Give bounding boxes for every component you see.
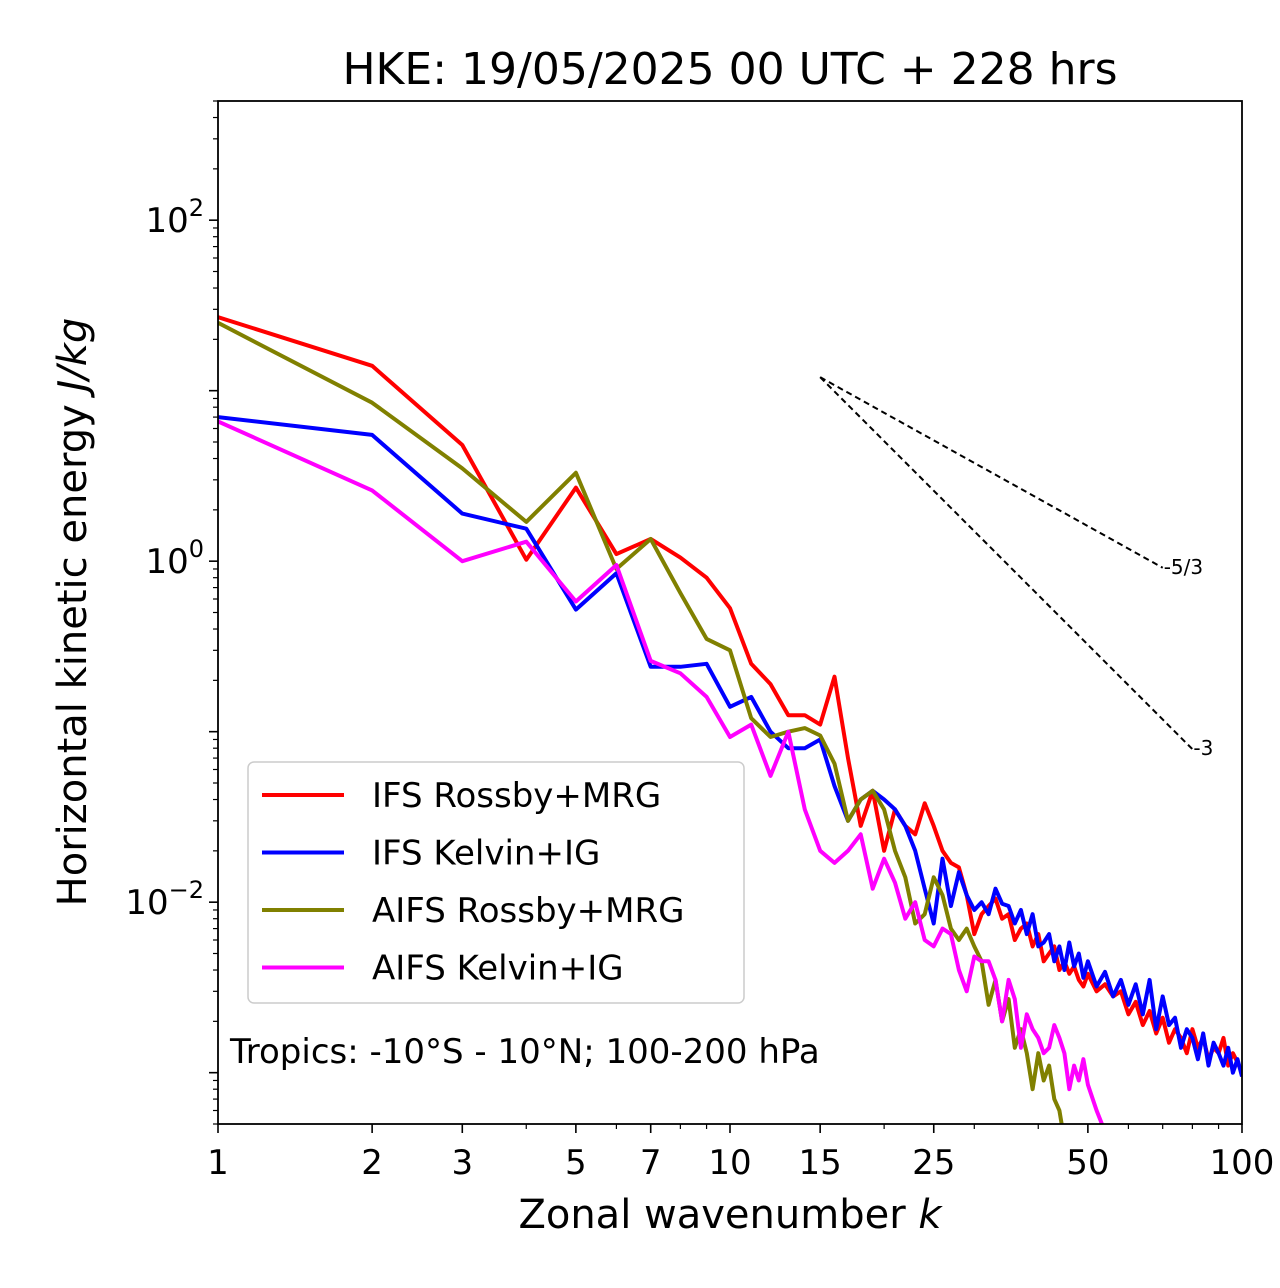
y-axis-label: Horizontal kinetic energy J/kg (50, 318, 96, 907)
region-annotation: Tropics: -10°S - 10°N; 100-200 hPa (229, 1032, 820, 1072)
x-tick-label: 5 (565, 1143, 587, 1183)
series-lines (218, 315, 1242, 1124)
x-tick-label: 50 (1066, 1143, 1109, 1183)
x-axis-ticks: 1 2 3 5 7 10 15 25 50 100 (207, 1124, 1274, 1183)
x-tick-label: 2 (361, 1143, 383, 1183)
x-tick-label: 1 (207, 1143, 229, 1183)
series-line-4 (218, 419, 1105, 1124)
chart-title: HKE: 19/05/2025 00 UTC + 228 hrs (342, 44, 1117, 95)
reference-label-2: -3 (1193, 736, 1213, 760)
reference-line-1 (819, 376, 1164, 569)
reference-line-2 (819, 376, 1194, 750)
legend-box (247, 761, 745, 1004)
reference-label-1: -5/3 (1164, 555, 1203, 579)
series-line-3 (218, 321, 1064, 1124)
legend-label-4: AIFS Kelvin+IG (372, 949, 624, 989)
x-axis-label: Zonal wavenumber k (518, 1192, 943, 1238)
legend: IFS Rossby+MRG IFS Kelvin+IG AIFS Rossby+M… (247, 761, 745, 1004)
x-tick-label: 7 (640, 1143, 662, 1183)
legend-label-2: IFS Kelvin+IG (372, 834, 600, 874)
y-tick-label: 100 (145, 535, 204, 582)
x-tick-label: 25 (912, 1143, 955, 1183)
legend-label-3: AIFS Rossby+MRG (372, 891, 684, 931)
x-tick-label: 100 (1210, 1143, 1275, 1183)
x-tick-label: 15 (799, 1143, 842, 1183)
x-tick-label: 10 (708, 1143, 751, 1183)
reference-slope-lines: -5/3 -3 (819, 376, 1213, 760)
y-tick-label: 102 (145, 194, 204, 241)
y-tick-label: 10−2 (125, 876, 204, 923)
x-tick-label: 3 (451, 1143, 473, 1183)
y-axis-ticks: 102 100 10−2 (125, 100, 218, 1125)
legend-label-1: IFS Rossby+MRG (372, 776, 661, 816)
